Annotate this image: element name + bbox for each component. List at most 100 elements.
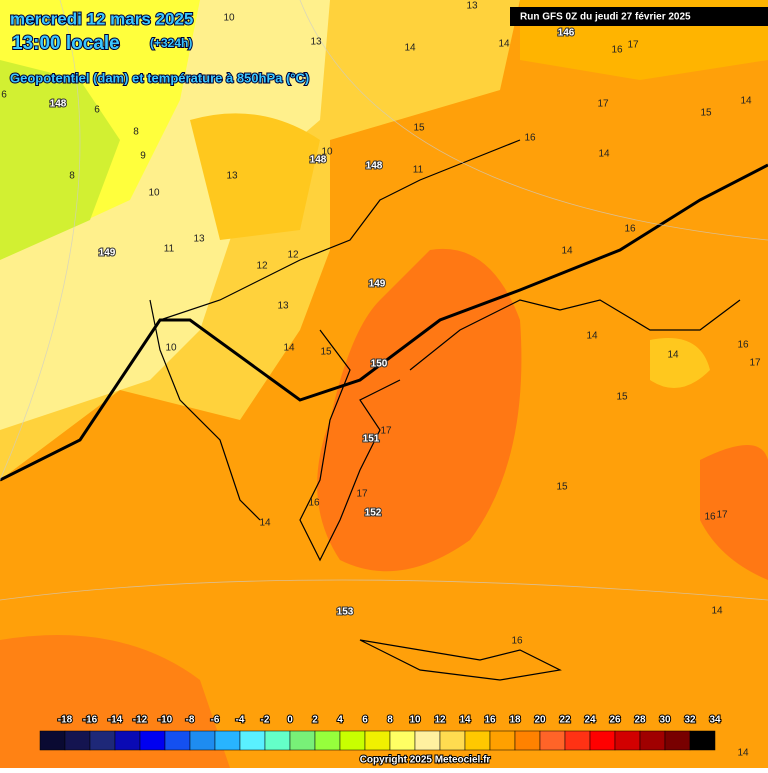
temperature-label: 8 [69,171,75,182]
temperature-label: 16 [624,224,636,235]
geopotential-label: 153 [337,607,354,618]
temperature-label: 16 [524,133,536,144]
island [359,639,562,681]
geopotential-label: 149 [369,279,386,290]
scale-swatch [314,730,341,751]
scale-tick-label: 14 [459,715,471,726]
temperature-label: 14 [283,343,295,354]
temperature-label: 13 [193,234,205,245]
temperature-label: 17 [356,489,368,500]
temperature-label: 16 [737,340,749,351]
isoline [0,0,81,481]
scale-tick-label: 24 [584,715,596,726]
scale-swatch [564,730,591,751]
temperature-label: 16 [611,45,623,56]
temperature-label: 13 [466,1,478,12]
warm-zone [190,113,320,240]
scale-tick-label: 20 [534,715,546,726]
temperature-label: 17 [597,99,609,110]
temperature-label: 10 [165,343,177,354]
temperature-label: 6 [1,90,7,101]
scale-swatch [439,730,466,751]
scale-tick-label: 32 [684,715,696,726]
temperature-label: 14 [259,518,271,529]
coast [409,299,741,371]
temperature-label: 15 [320,347,332,358]
geopotential-label: 148 [366,161,383,172]
temperature-label: 10 [223,13,235,24]
lead-time: (+324h) [150,36,192,50]
temperature-label: 13 [226,171,238,182]
temperature-label: 15 [700,108,712,119]
scale-swatch [139,730,166,751]
scale-swatch [264,730,291,751]
temperature-label: 10 [148,188,160,199]
coastlines [149,139,741,681]
scale-tick-label: 8 [387,715,393,726]
scale-tick-label: 6 [362,715,368,726]
temperature-label: 12 [256,261,268,272]
scale-swatch [464,730,491,751]
temperature-label: 14 [740,96,752,107]
scale-tick-label: 2 [312,715,318,726]
scale-tick-label: 18 [509,715,521,726]
temperature-label: 17 [380,426,392,437]
geopotential-label: 152 [365,508,382,519]
temperature-label: 14 [711,606,723,617]
scale-swatch [89,730,116,751]
scale-tick-label: 34 [709,715,721,726]
temperature-label: 16 [511,636,523,647]
hot-zone [317,248,522,572]
scale-swatch [389,730,416,751]
isoline [299,0,768,241]
geopotential-label: 146 [558,28,575,39]
front-line [0,163,768,482]
scale-tick-label: -4 [236,715,245,726]
scale-tick-label: 26 [609,715,621,726]
scale-tick-label: 0 [287,715,293,726]
temperature-label: 14 [598,149,610,160]
scale-tick-label: 22 [559,715,571,726]
scale-tick-label: -2 [261,715,270,726]
scale-swatch [239,730,266,751]
hot-zone [700,445,768,580]
scale-swatch [364,730,391,751]
temperature-label: 8 [133,127,139,138]
scale-tick-label: -10 [158,715,173,726]
scale-tick-label: -12 [133,715,148,726]
scale-tick-label: -6 [211,715,220,726]
temperature-label: 14 [404,43,416,54]
temperature-label: 14 [667,350,679,361]
scale-tick-label: -14 [108,715,123,726]
coast [299,329,401,562]
scale-swatch [589,730,616,751]
run-box [510,7,768,26]
temperature-label: 11 [164,244,175,255]
coast [149,299,261,521]
copyright: Copyright 2025 Meteociel.fr [360,755,491,766]
temperature-label: 14 [561,246,573,257]
scale-swatch [639,730,666,751]
scale-swatch [289,730,316,751]
scale-tick-label: 10 [409,715,421,726]
temperature-label: 16 [308,498,320,509]
scale-swatch [614,730,641,751]
temperature-label: 15 [616,392,628,403]
scale-swatch [64,730,91,751]
cold-zone [0,60,120,260]
temperature-label: 14 [737,748,749,759]
scale-tick-label: 12 [434,715,446,726]
scale-swatch [514,730,541,751]
border [159,139,521,321]
scale-swatch [114,730,141,751]
scale-swatch [689,730,716,751]
temperature-label: 15 [413,123,425,134]
temperature-label: 17 [749,358,761,369]
color-scale: -18 -16 -14 -12 -10 -8 -6 -4 -2 0 2 4 6 8 10 12 14 16 18 20… [39,714,722,751]
scale-tick-label: 16 [484,715,496,726]
temperature-label: 13 [310,37,322,48]
temperature-label: 17 [627,40,639,51]
scale-swatch [339,730,366,751]
scale-tick-label: -16 [83,715,98,726]
